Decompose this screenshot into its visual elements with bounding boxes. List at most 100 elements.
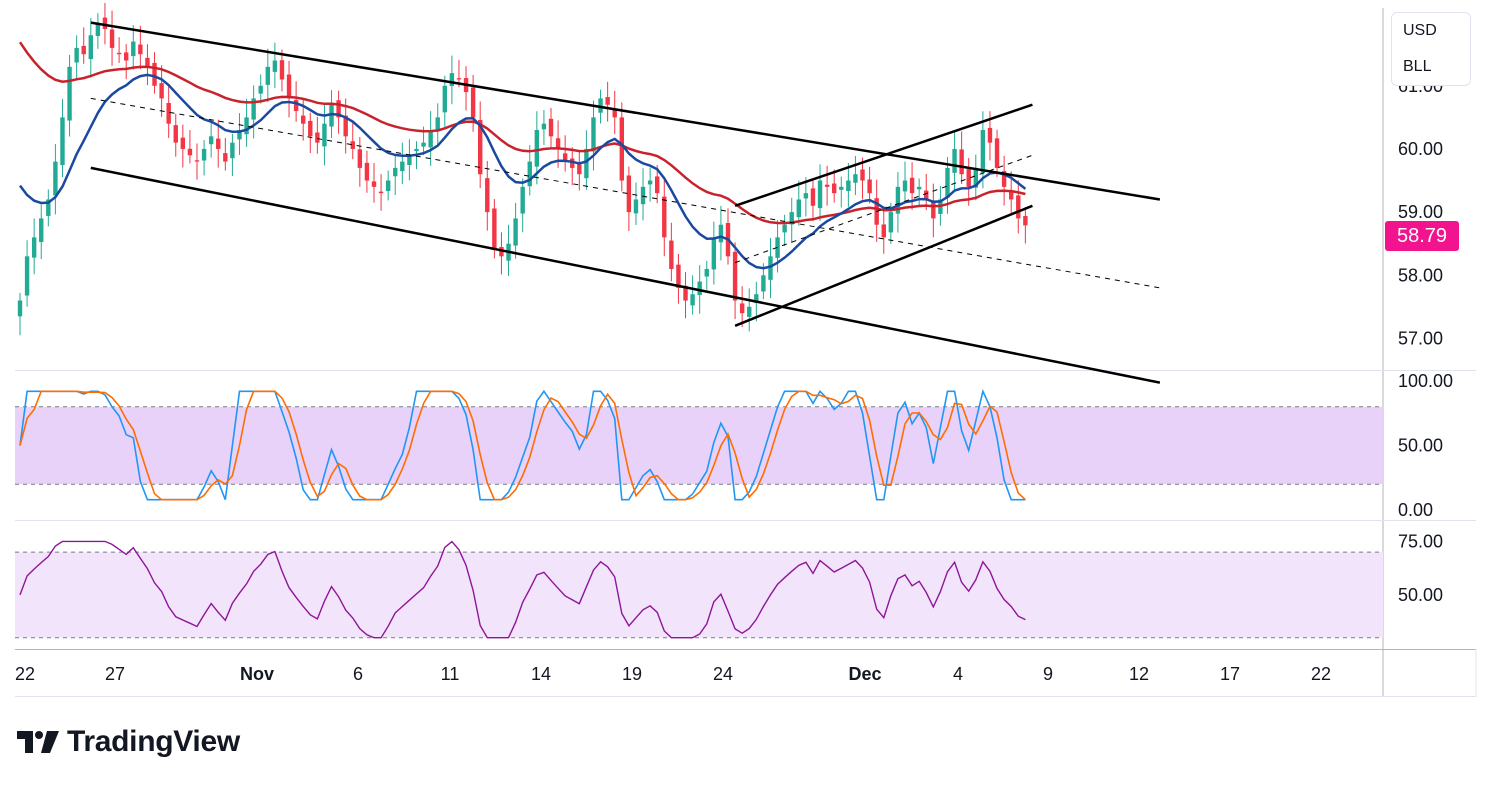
candle-body: [67, 66, 72, 121]
candle-body: [669, 240, 674, 269]
stochastic-tick-label: 100.00: [1398, 371, 1453, 391]
candle-body: [187, 148, 193, 156]
candle-body: [916, 186, 922, 190]
price-tick-label: 58.00: [1398, 265, 1443, 285]
candle-body: [485, 178, 490, 213]
currency-legend[interactable]: USD BLL: [1391, 12, 1471, 86]
candle-body: [775, 237, 780, 258]
candle-body: [924, 190, 929, 200]
date-tick-label: 4: [953, 664, 963, 684]
rsi-line: [19, 540, 1026, 639]
candle-body: [24, 256, 30, 296]
oscillator-lines: [19, 388, 1026, 639]
descending-channel-upper-line: [90, 21, 1161, 201]
candle-body: [371, 181, 377, 187]
candle-body: [655, 176, 660, 194]
fast-moving-average-line: [19, 73, 1027, 270]
candle-body: [605, 97, 610, 105]
date-tick-label: 19: [622, 664, 642, 684]
candle-body: [159, 83, 164, 99]
candle-body: [853, 174, 858, 183]
candle-body: [435, 117, 440, 132]
candle-body: [492, 208, 497, 250]
candle-body: [230, 142, 235, 159]
candle-body: [739, 303, 745, 314]
candle-body: [31, 237, 37, 258]
date-tick-label: 24: [713, 664, 733, 684]
candle-body: [803, 193, 809, 199]
candle-body: [902, 180, 908, 192]
candle-body: [329, 104, 334, 127]
stochastic-d-line: [19, 390, 1026, 501]
chart-frame: [15, 8, 1477, 697]
candle-body: [626, 175, 632, 213]
candle-body: [966, 169, 971, 187]
candle-body: [124, 52, 129, 61]
candle-body: [895, 186, 901, 214]
candle-body: [449, 73, 455, 86]
candle-body: [824, 184, 830, 187]
candle-body: [343, 115, 348, 137]
price-axis: 61.0060.0059.0058.0057.00100.0050.000.00…: [1398, 76, 1453, 605]
candle-body: [17, 300, 23, 317]
candle-body: [456, 78, 462, 80]
descending-channel-median-line: [90, 97, 1160, 289]
last-price-badge: 58.79: [1385, 221, 1459, 251]
descending-channel-lower-line: [90, 166, 1161, 384]
candle-body: [95, 22, 101, 37]
date-tick-label: 27: [105, 664, 125, 684]
candle-body: [796, 199, 801, 218]
candle-body: [364, 162, 370, 181]
candle-body: [711, 237, 717, 270]
candle-body: [393, 167, 398, 177]
candle-body: [152, 62, 157, 86]
candle-body: [39, 218, 44, 243]
candle-body: [308, 120, 313, 137]
candle-body: [732, 251, 738, 301]
candle-body: [46, 199, 51, 216]
candle-body: [945, 167, 950, 198]
time-axis: 22 27 Nov 6 11 14 19 24 Dec 4 9 12 17 22: [15, 664, 1331, 684]
candle-body: [931, 202, 936, 219]
candle-body: [470, 87, 476, 118]
candle-body: [640, 186, 646, 205]
currency-code: USD: [1403, 22, 1437, 39]
candle-body: [832, 183, 837, 194]
candle-body: [385, 180, 391, 192]
candle-body: [987, 127, 993, 143]
price-tick-label: 60.00: [1398, 139, 1443, 159]
candle-body: [527, 161, 532, 187]
candle-body: [980, 130, 986, 173]
candle-body: [839, 186, 844, 190]
candle-body: [109, 29, 115, 48]
candle-body: [116, 52, 122, 55]
candle-body: [952, 148, 957, 173]
candle-body: [690, 294, 695, 306]
candle-body: [534, 130, 540, 167]
candle-body: [60, 117, 65, 166]
candle-body: [683, 285, 688, 301]
candle-body: [442, 85, 447, 113]
candle-body: [1016, 195, 1021, 219]
date-tick-label: 14: [531, 664, 551, 684]
candle-body: [74, 47, 79, 63]
candle-body: [286, 74, 292, 99]
candle-body: [959, 149, 964, 175]
candle-body: [173, 125, 178, 143]
stochastic-tick-label: 50.00: [1398, 436, 1443, 456]
candle-body: [570, 158, 575, 168]
tradingview-logo[interactable]: TradingView: [17, 722, 240, 762]
candle-body: [761, 275, 766, 292]
candle-body: [598, 98, 603, 113]
candle-body: [244, 117, 249, 135]
candle-body: [357, 149, 363, 168]
candle-body: [272, 60, 278, 72]
candle-body: [428, 130, 433, 148]
date-tick-label: 22: [15, 664, 35, 684]
candle-body: [867, 179, 872, 194]
candle-body: [216, 138, 221, 149]
candle-body: [421, 142, 426, 147]
candle-body: [1001, 171, 1007, 187]
candle-body: [350, 141, 355, 149]
